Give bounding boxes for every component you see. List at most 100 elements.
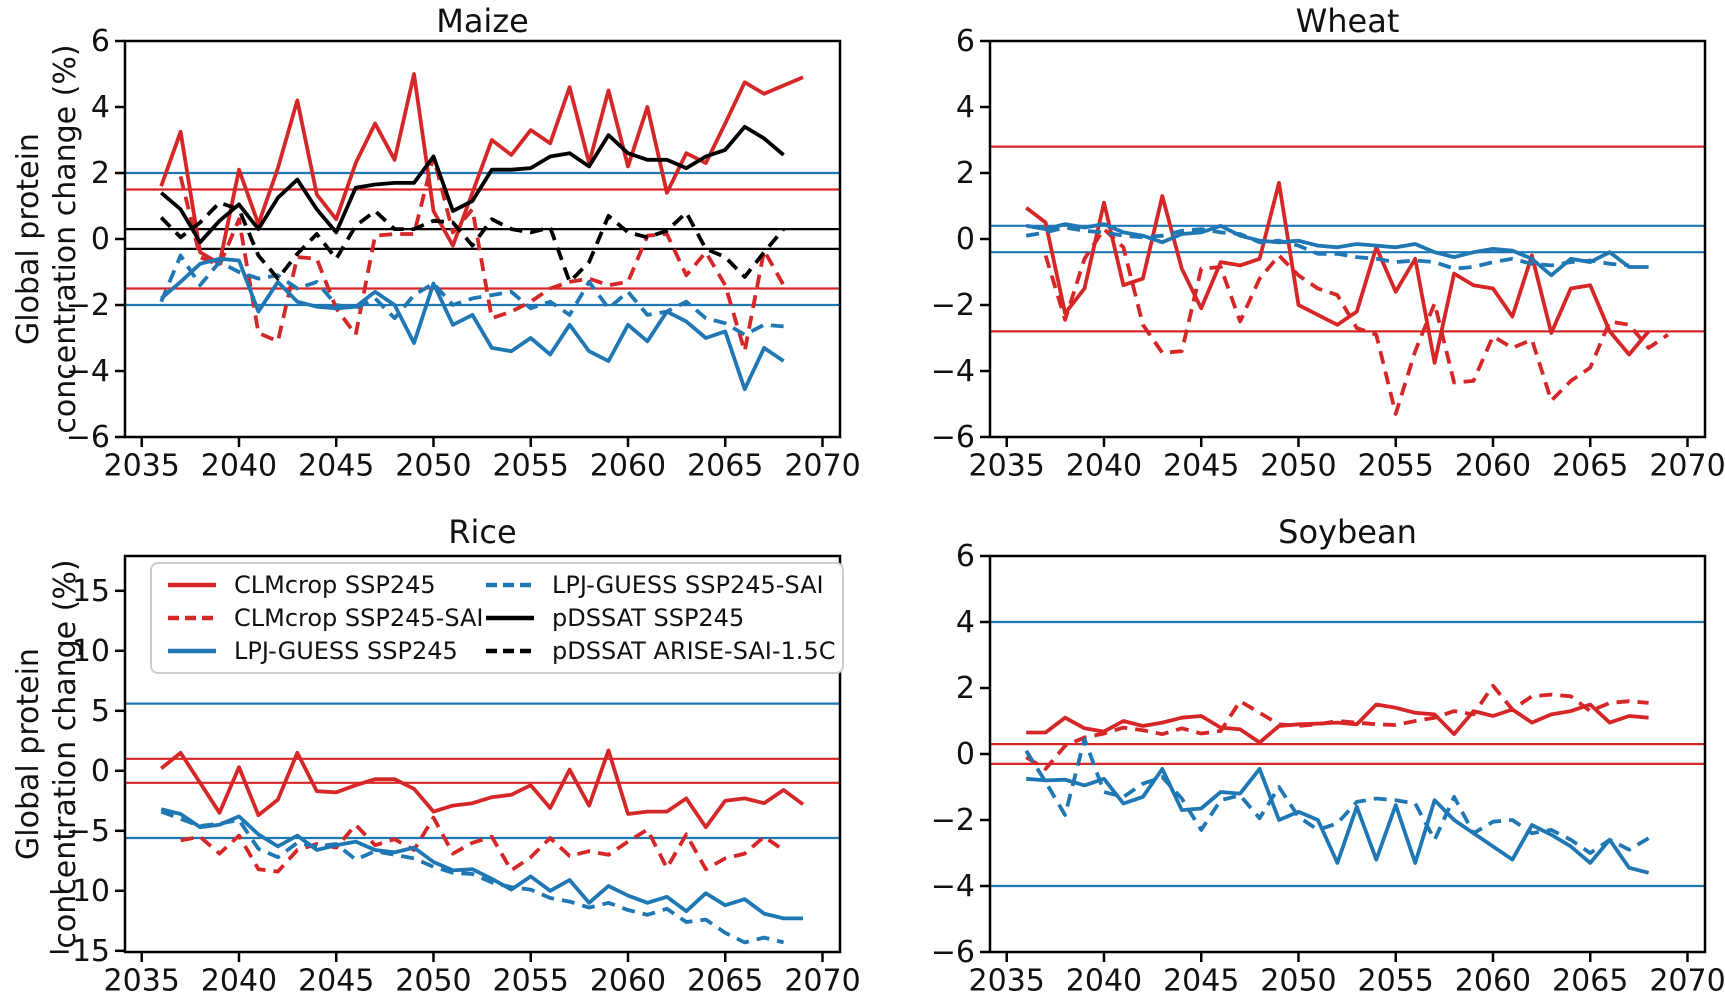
- rice-x-tick-label: 2040: [201, 964, 277, 993]
- wheat-x-tick-label: 2065: [1552, 449, 1628, 484]
- wheat-x-tick-label: 2050: [1260, 449, 1336, 484]
- soybean-y-tick-label: −6: [931, 935, 975, 970]
- soybean-panel-title: Soybean: [1278, 513, 1417, 551]
- maize-y-tick-label: 0: [91, 222, 110, 257]
- maize-panel-title: Maize: [436, 2, 529, 40]
- wheat-x-tick-label: 2040: [1066, 449, 1142, 484]
- soybean-x-tick-label: 2040: [1066, 964, 1142, 993]
- legend-dashed-line-swatch-icon: [486, 649, 534, 654]
- maize-plot-area: [125, 72, 840, 392]
- rice-x-tick-label: 2065: [687, 964, 763, 993]
- legend-entry-clmcrop-ssp245: CLMcrop SSP245: [166, 571, 484, 599]
- wheat-x-tick-label: 2060: [1455, 449, 1531, 484]
- soybean-x-tick-label: 2070: [1649, 964, 1725, 993]
- maize-series-pdssat-ssp245-line: [159, 124, 785, 245]
- rice-panel-title: Rice: [448, 513, 517, 551]
- rice-y-tick-label: −5: [66, 814, 110, 849]
- soybean-series-clmcrop-ssp245-sai-line: [1025, 683, 1649, 771]
- wheat-x-tick-label: 2055: [1358, 449, 1434, 484]
- maize-y-tick-label: 6: [91, 24, 110, 59]
- maize-x-tick-label: 2070: [784, 449, 860, 484]
- soybean-y-tick-label: 2: [956, 671, 975, 706]
- maize-x-tick-label: 2050: [395, 449, 471, 484]
- legend-label: CLMcrop SSP245: [234, 570, 436, 599]
- maize-y-tick-label: −2: [66, 288, 110, 323]
- wheat-x-tick-label: 2035: [969, 449, 1045, 484]
- legend-dashed-line-swatch-icon: [486, 582, 534, 587]
- rice-axes-box: [123, 554, 842, 954]
- legend-entry-pdssat-arise-sai-1-5c: pDSSAT ARISE-SAI-1.5C: [484, 637, 835, 665]
- legend-label: pDSSAT ARISE-SAI-1.5C: [552, 637, 836, 666]
- wheat-plot-area: [990, 145, 1705, 416]
- soybean-series-lpj-guess-ssp245-line: [1026, 767, 1650, 875]
- wheat-y-tick-label: 4: [956, 90, 975, 125]
- rice-y-tick-label: 5: [91, 694, 110, 729]
- maize-series-pdssat-arise-sai-1-5c-line: [159, 200, 786, 284]
- maize-y-tick-label: −4: [66, 354, 110, 389]
- soybean-y-tick-label: 4: [956, 605, 975, 640]
- soybean-x-tick-label: 2065: [1552, 964, 1628, 993]
- maize-x-tick-label: 2065: [687, 449, 763, 484]
- wheat-series-lpj-guess-ssp245-line: [1025, 222, 1649, 278]
- legend-entry-clmcrop-ssp245-sai: CLMcrop SSP245-SAI: [166, 604, 484, 632]
- maize-x-tick-label: 2045: [298, 449, 374, 484]
- soybean-series-lpj-guess-ssp245-sai-line: [1024, 737, 1650, 855]
- rice-x-tick-label: 2060: [590, 964, 666, 993]
- maize-series-lpj-guess-ssp245-line: [159, 256, 785, 392]
- maize-x-tick-label: 2035: [104, 449, 180, 484]
- legend-entry-lpj-guess-ssp245-sai: LPJ-GUESS SSP245-SAI: [484, 571, 835, 599]
- rice-y-tick-label: −15: [47, 934, 110, 969]
- rice-x-tick-label: 2045: [298, 964, 374, 993]
- wheat-y-tick-label: 6: [956, 24, 975, 59]
- legend-label: LPJ-GUESS SSP245-SAI: [552, 570, 824, 599]
- maize-y-tick-label: 4: [91, 90, 110, 125]
- rice-y-tick-label: −10: [47, 874, 110, 909]
- maize-x-tick-label: 2060: [590, 449, 666, 484]
- rice-series-lpj-guess-ssp245-sai-line: [160, 809, 785, 945]
- maize-series-lpj-guess-ssp245-sai-line: [159, 253, 784, 337]
- legend-label: CLMcrop SSP245-SAI: [234, 603, 484, 632]
- rice-series-clmcrop-ssp245-line: [160, 748, 805, 830]
- legend-solid-line-swatch-icon: [486, 615, 534, 621]
- rice-x-tick-label: 2035: [104, 964, 180, 993]
- legend-solid-line-swatch-icon: [168, 649, 216, 654]
- maize-series-clmcrop-ssp245-line: [159, 72, 804, 266]
- rice-y-tick-label: 15: [72, 574, 110, 609]
- wheat-y-tick-label: 0: [956, 222, 975, 257]
- soybean-x-tick-label: 2050: [1260, 964, 1336, 993]
- wheat-y-tick-label: 2: [956, 156, 975, 191]
- soybean-axes-box: [988, 554, 1707, 954]
- legend-label: pDSSAT SSP245: [552, 603, 745, 632]
- legend-entry-pdssat-ssp245: pDSSAT SSP245: [484, 604, 835, 632]
- wheat-series-clmcrop-ssp245-sai-line: [1043, 227, 1670, 416]
- wheat-x-tick-label: 2070: [1649, 449, 1725, 484]
- legend: CLMcrop SSP245 CLMcrop SSP245-SAI LPJ-GUES…: [150, 562, 844, 674]
- rice-series-clmcrop-ssp245-sai-line: [180, 815, 785, 874]
- soybean-y-tick-label: −2: [931, 803, 975, 838]
- wheat-series-clmcrop-ssp245-line: [1025, 181, 1651, 365]
- legend-entry-lpj-guess-ssp245: LPJ-GUESS SSP245: [166, 637, 484, 665]
- maize-y-tick-label: −6: [66, 420, 110, 455]
- rice-series-lpj-guess-ssp245-line: [160, 807, 803, 921]
- wheat-x-tick-label: 2045: [1163, 449, 1239, 484]
- soybean-y-tick-label: 0: [956, 737, 975, 772]
- soybean-series-clmcrop-ssp245-line: [1026, 702, 1649, 745]
- wheat-y-tick-label: −4: [931, 354, 975, 389]
- soybean-plot-area: [990, 620, 1705, 888]
- wheat-y-tick-label: −6: [931, 420, 975, 455]
- rice-x-tick-label: 2055: [493, 964, 569, 993]
- soybean-x-tick-label: 2035: [969, 964, 1045, 993]
- soybean-y-tick-label: 6: [956, 539, 975, 574]
- maize-y-tick-label: 2: [91, 156, 110, 191]
- legend-dashed-line-swatch-icon: [168, 615, 216, 621]
- soybean-y-tick-label: −4: [931, 869, 975, 904]
- rice-y-tick-label: 0: [91, 754, 110, 789]
- legend-label: LPJ-GUESS SSP245: [234, 637, 458, 666]
- wheat-y-tick-label: −2: [931, 288, 975, 323]
- rice-x-tick-label: 2070: [784, 964, 860, 993]
- maize-series-clmcrop-ssp245-sai-line: [178, 154, 786, 354]
- rice-x-tick-label: 2050: [395, 964, 471, 993]
- legend-solid-line-swatch-icon: [168, 582, 216, 587]
